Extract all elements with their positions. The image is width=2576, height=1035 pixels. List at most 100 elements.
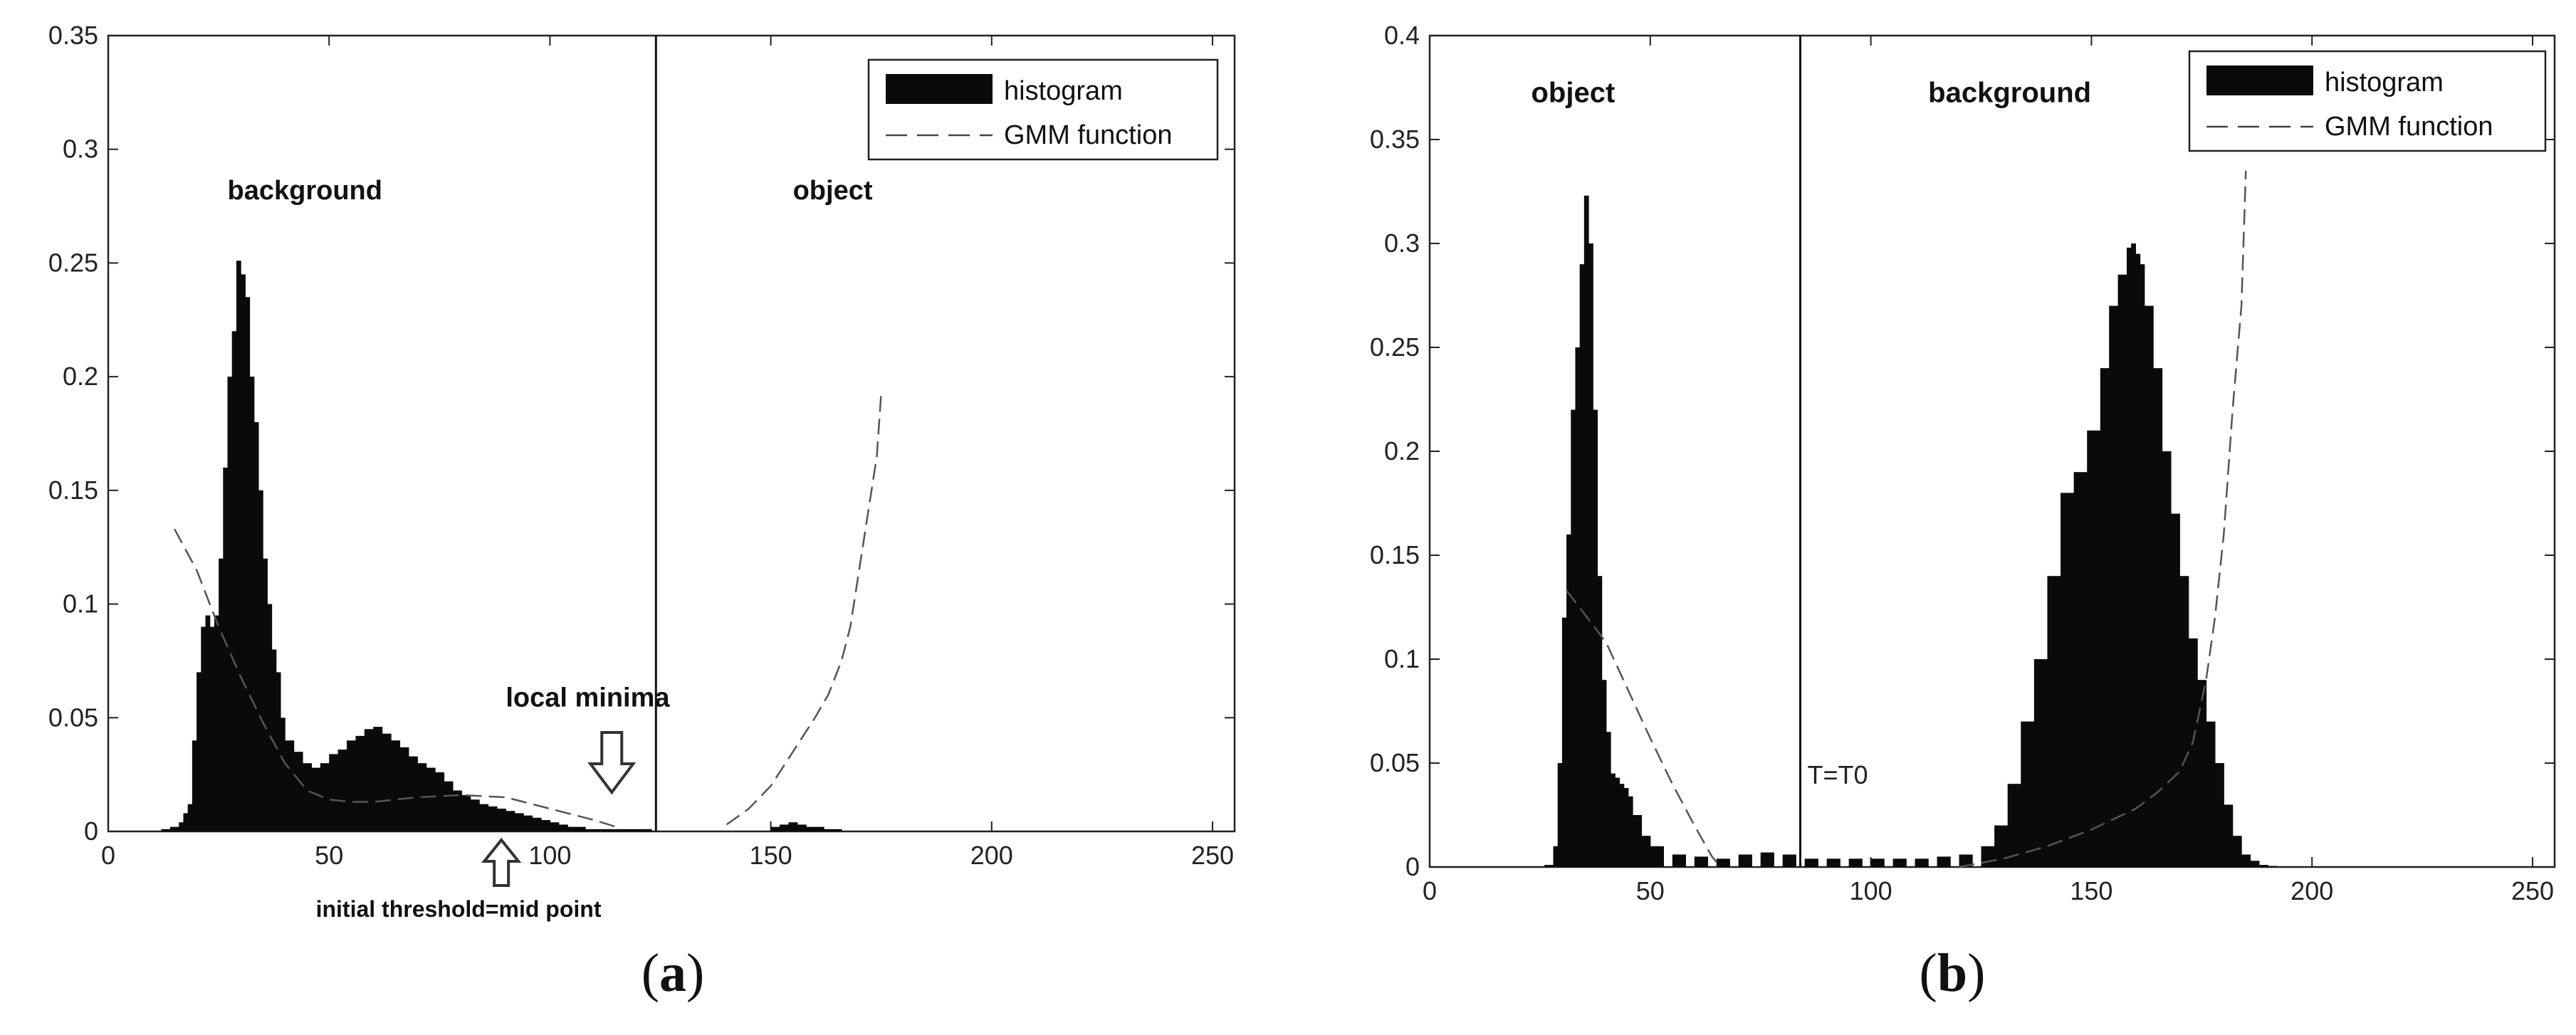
- histogram-bar: [1593, 409, 1598, 867]
- histogram-bar: [1981, 846, 1995, 867]
- histogram-bar: [373, 727, 383, 831]
- histogram-bar: [444, 781, 454, 831]
- y-tick-label: 0.35: [48, 21, 98, 50]
- gmm-curve: [1959, 170, 2247, 868]
- histogram-bar: [629, 829, 639, 831]
- histogram-bar: [236, 261, 241, 832]
- histogram-bar: [219, 558, 224, 831]
- y-tick-label: 0.3: [1384, 228, 1420, 258]
- x-tick-label: 200: [970, 841, 1013, 870]
- histogram-bar: [2179, 576, 2189, 867]
- histogram-bar: [2126, 247, 2132, 868]
- histogram-bar: [241, 274, 246, 831]
- histogram-bar: [2241, 854, 2251, 867]
- histogram-bar: [2109, 305, 2119, 868]
- histogram-bar: [2021, 721, 2035, 867]
- histogram-bar: [2117, 274, 2127, 867]
- histogram-bar: [2232, 836, 2242, 867]
- histogram-bar: [223, 467, 229, 831]
- legend-histogram-swatch: [886, 74, 993, 104]
- histogram-bar: [558, 824, 568, 831]
- histogram-bar: [197, 672, 201, 831]
- caption-close-paren: ): [686, 943, 704, 1003]
- histogram-bar: [2268, 866, 2278, 867]
- histogram-bar: [797, 824, 807, 831]
- histogram-bar: [523, 815, 533, 831]
- histogram-bar: [276, 672, 281, 831]
- histogram-bar: [382, 733, 392, 831]
- panel-caption: (a): [642, 943, 705, 1003]
- histogram-bar: [540, 820, 550, 831]
- histogram-bar: [488, 806, 498, 831]
- histogram-bar: [1994, 825, 2009, 867]
- histogram-bar: [2250, 861, 2260, 867]
- threshold-label: T=T0: [1807, 760, 1868, 789]
- histogram-bar: [2073, 472, 2088, 867]
- histogram-bar: [806, 826, 816, 831]
- histogram-bar: [1915, 858, 1929, 867]
- gmm-curve: [1566, 589, 1722, 868]
- histogram-bar: [1633, 815, 1643, 867]
- histogram-bar: [612, 829, 622, 831]
- histogram-bar: [2061, 493, 2075, 867]
- histogram-bar: [479, 804, 489, 831]
- panel-b: 0 50 100 150 200 250 0 0.05 0.1 0.15 0.2 0.25 0.3 0.3…: [1370, 21, 2556, 1003]
- histogram-bar: [567, 826, 577, 831]
- x-tick-label: 100: [1850, 876, 1892, 905]
- histogram-bar: [249, 377, 255, 831]
- histogram-bar: [2007, 784, 2021, 867]
- histogram-bar: [1959, 854, 1973, 867]
- background-region-label: background: [1928, 77, 2091, 108]
- histogram-bar: [285, 740, 295, 831]
- histogram-bar: [1628, 796, 1633, 867]
- histogram-bar: [179, 822, 184, 831]
- histogram-bar: [1623, 788, 1629, 867]
- histogram-bar: [302, 763, 312, 831]
- histogram-bar: [320, 763, 330, 831]
- histogram-bar: [1615, 777, 1621, 867]
- histogram-bar: [2140, 264, 2145, 867]
- x-tick-label: 0: [1423, 876, 1437, 905]
- histogram-bar: [227, 377, 233, 831]
- histogram-bar: [1544, 865, 1554, 867]
- histogram-bar: [1804, 858, 1818, 867]
- caption-open-paren: (: [642, 943, 659, 1003]
- histogram-bar: [2135, 253, 2141, 868]
- histogram-bar: [1579, 264, 1585, 867]
- histogram-bar: [576, 826, 586, 831]
- x-tick-label: 0: [101, 841, 115, 870]
- histogram-bar: [183, 813, 189, 831]
- x-tick-label: 150: [2070, 876, 2112, 905]
- histogram-bar: [192, 740, 197, 831]
- histogram-bar: [461, 794, 471, 831]
- histogram-bar: [391, 740, 401, 831]
- caption-open-paren: (: [1920, 943, 1937, 1003]
- panel-caption: (b): [1920, 943, 1986, 1003]
- histogram-bar: [602, 829, 612, 831]
- histogram-bar: [347, 740, 357, 831]
- histogram-bar: [201, 626, 206, 831]
- histogram-bar: [399, 747, 409, 831]
- histogram-bar: [1601, 680, 1607, 867]
- legend-histogram-swatch: [2206, 65, 2313, 95]
- histogram-bar: [1848, 858, 1863, 867]
- histogram-bar: [620, 829, 630, 831]
- panel-a: 0 50 100 150 200 250 0 0.05 0.1 0.15 0.2 0.25 0.3 0.3…: [48, 21, 1236, 1003]
- y-tick-label: 0.05: [1370, 748, 1420, 777]
- x-tick-label: 250: [1191, 841, 1234, 870]
- histogram-bar: [2224, 804, 2234, 867]
- histogram-bar: [514, 813, 524, 831]
- histogram-bar: [280, 718, 286, 831]
- histogram-bar: [2197, 680, 2207, 867]
- histogram-bar: [267, 604, 273, 831]
- histogram-bar: [209, 626, 215, 831]
- histogram-bar: [532, 817, 542, 831]
- histogram-bar: [205, 615, 211, 831]
- histogram-bar: [293, 752, 303, 831]
- histogram-bar: [1738, 854, 1752, 867]
- histogram-bar: [1575, 347, 1581, 867]
- histogram-bar: [2214, 763, 2224, 867]
- y-tick-label: 0.4: [1384, 21, 1420, 50]
- plot-frame: [107, 34, 1236, 833]
